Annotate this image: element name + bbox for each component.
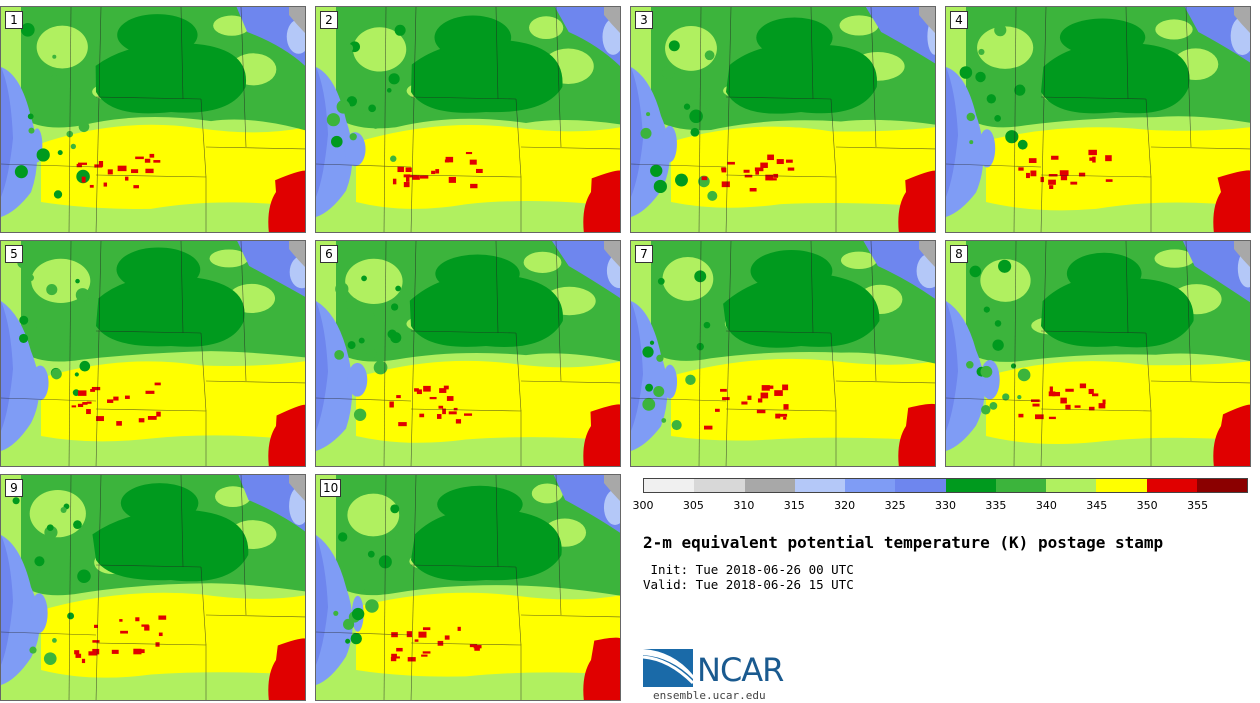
member-number: 2 (320, 11, 338, 29)
colorbar-tick-label: 350 (1136, 499, 1158, 512)
logo-wordmark: NCAR (697, 651, 784, 689)
colorbar-tick-label: 345 (1086, 499, 1108, 512)
colorbar-segment (1046, 479, 1097, 492)
colorbar-segment (845, 479, 896, 492)
product-title: 2-m equivalent potential temperature (K)… (643, 533, 1164, 552)
member-panel-4: 4 (945, 6, 1251, 233)
member-number: 9 (5, 479, 23, 497)
member-panel-6: 6 (315, 240, 621, 467)
member-number: 5 (5, 245, 23, 263)
member-panel-5: 5 (0, 240, 306, 467)
member-panel-3: 3 (630, 6, 936, 233)
colorbar-segment (1196, 479, 1247, 492)
colorbar-segment (1096, 479, 1147, 492)
colorbar-segment (644, 479, 695, 492)
ncar-swoosh-icon (642, 649, 695, 687)
member-number: 7 (635, 245, 653, 263)
member-panel-1: 1 (0, 6, 306, 233)
member-number: 1 (5, 11, 23, 29)
member-number: 10 (320, 479, 342, 497)
colorbar-tick-label: 300 (632, 499, 654, 512)
colorbar-tick-label: 315 (783, 499, 805, 512)
member-number: 4 (950, 11, 968, 29)
colorbar-segment (995, 479, 1046, 492)
member-panel-9: 9 (0, 474, 306, 701)
logo-url: ensemble.ucar.edu (653, 689, 766, 702)
member-panel-2: 2 (315, 6, 621, 233)
colorbar-segment (694, 479, 745, 492)
colorbar-segment (744, 479, 795, 492)
colorbar-ticks: 300 305 310 315 320 325 330 335 340 345 350 355 (633, 499, 1248, 513)
member-number: 3 (635, 11, 653, 29)
member-panel-10: 10 (315, 474, 621, 701)
colorbar-tick-label: 335 (985, 499, 1007, 512)
colorbar-tick-label: 310 (733, 499, 755, 512)
colorbar-segment (895, 479, 946, 492)
colorbar-segment (794, 479, 845, 492)
colorbar-segment (1146, 479, 1197, 492)
colorbar-tick-label: 355 (1187, 499, 1209, 512)
colorbar-tick-label: 330 (935, 499, 956, 512)
member-panel-8: 8 (945, 240, 1251, 467)
colorbar-segment (945, 479, 996, 492)
colorbar-tick-label: 305 (682, 499, 704, 512)
colorbar-tick-label: 320 (834, 499, 856, 512)
member-number: 6 (320, 245, 338, 263)
colorbar-tick-label: 325 (884, 499, 906, 512)
valid-time: Valid: Tue 2018-06-26 15 UTC (643, 577, 854, 592)
member-panel-7: 7 (630, 240, 936, 467)
member-number: 8 (950, 245, 968, 263)
init-time: Init: Tue 2018-06-26 00 UTC (643, 562, 854, 577)
colorbar (643, 478, 1248, 493)
colorbar-tick-label: 340 (1035, 499, 1057, 512)
ncar-logo: NCAR ensemble.ucar.edu (642, 645, 793, 703)
